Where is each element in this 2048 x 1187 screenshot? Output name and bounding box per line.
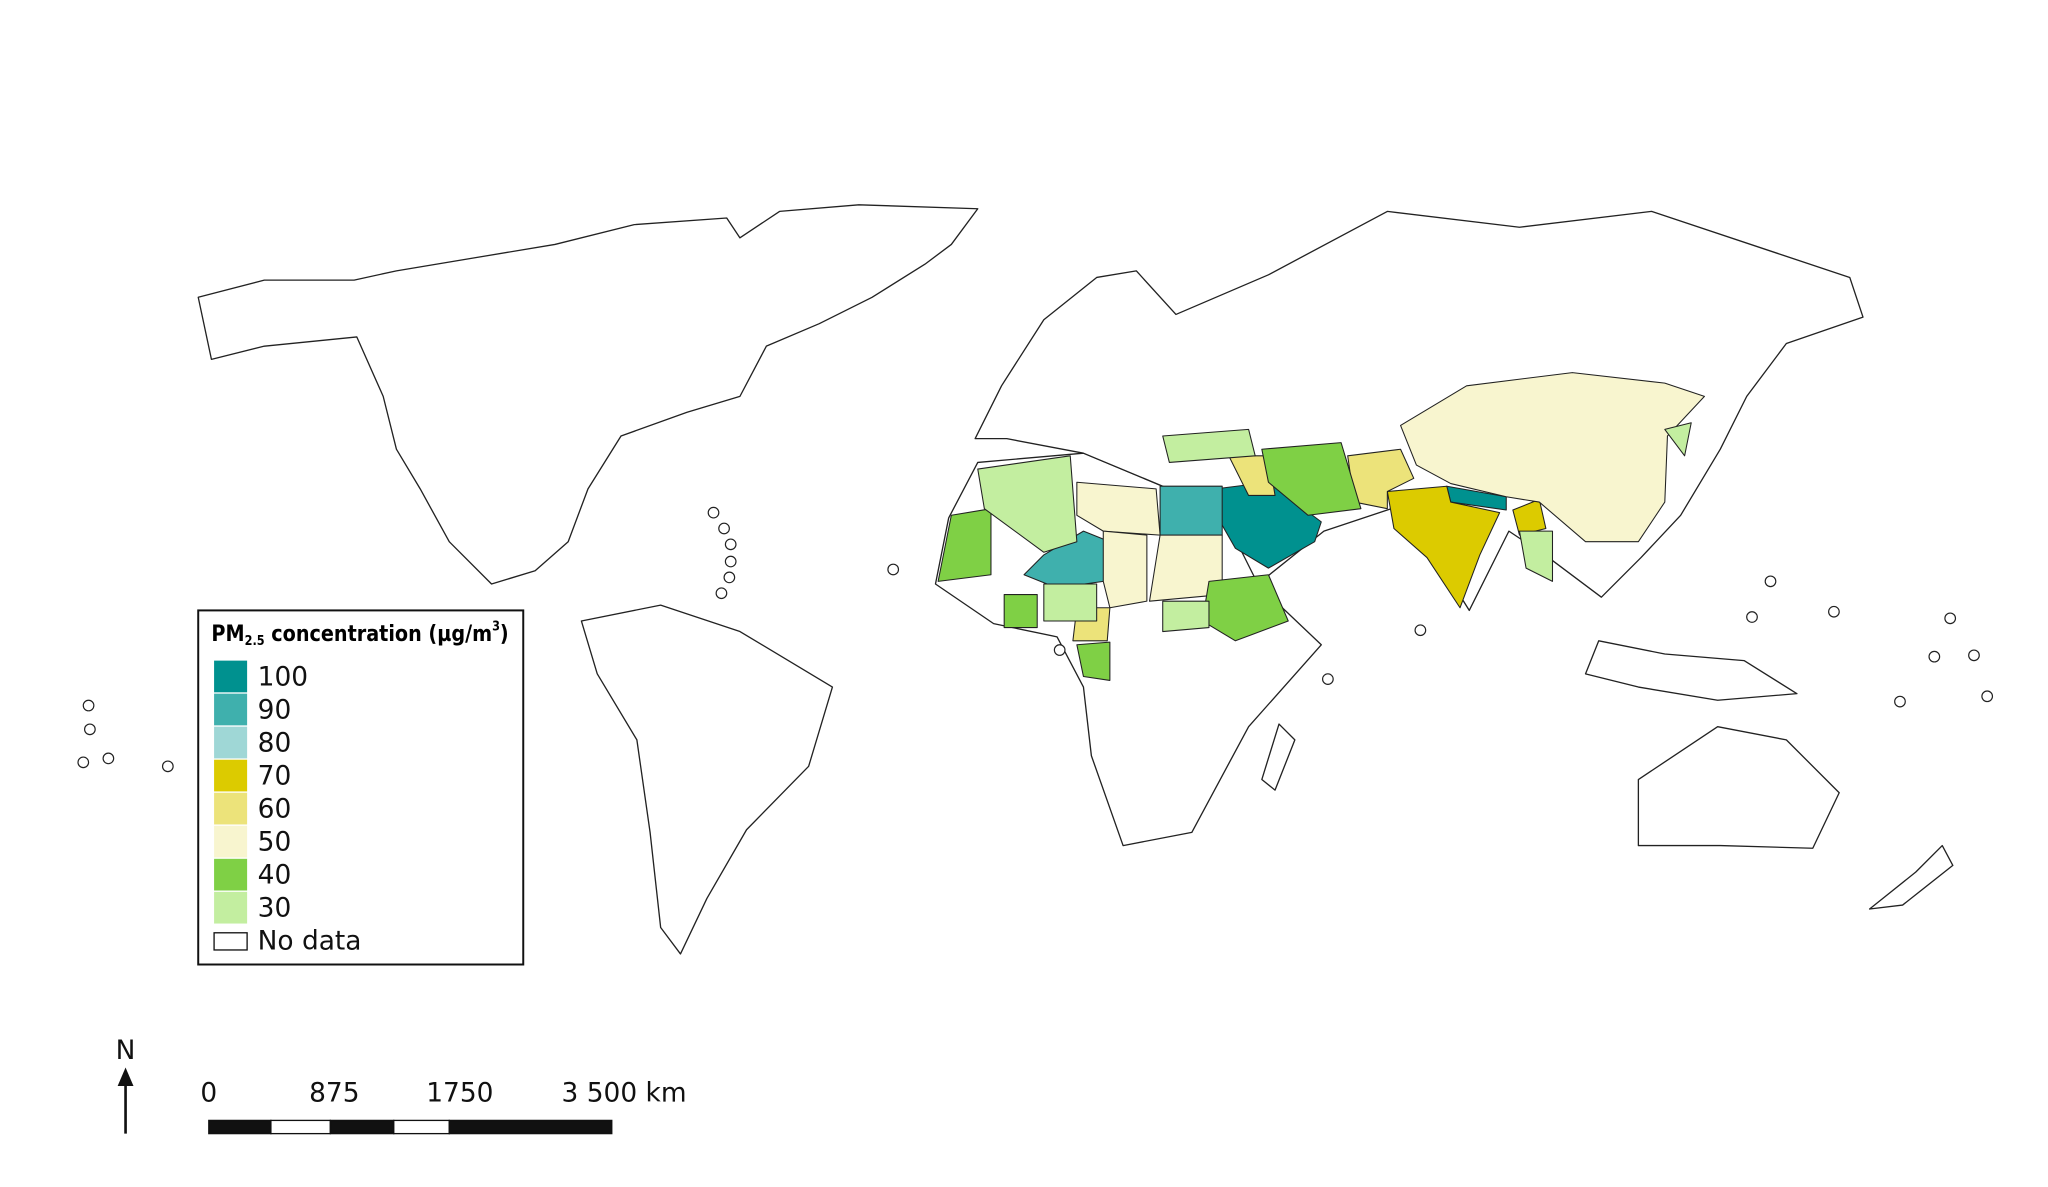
country bbox=[977, 455, 1078, 553]
legend-label: No data bbox=[258, 926, 362, 957]
island bbox=[1322, 673, 1334, 685]
title-part: PM bbox=[211, 621, 244, 647]
island bbox=[724, 555, 737, 568]
legend-swatch bbox=[214, 726, 248, 759]
scale-segment bbox=[270, 1119, 332, 1135]
island bbox=[1981, 690, 1994, 703]
country bbox=[1162, 428, 1256, 463]
country bbox=[1400, 372, 1705, 543]
arrow-head bbox=[117, 1067, 134, 1087]
legend-label: 70 bbox=[258, 760, 292, 791]
island bbox=[161, 760, 174, 773]
basemap bbox=[77, 204, 1994, 955]
scale-bar: 0 875 1750 3 500 km bbox=[200, 1077, 687, 1135]
country-fills bbox=[937, 372, 1705, 681]
country bbox=[1102, 530, 1148, 609]
legend-swatch bbox=[214, 792, 248, 825]
country bbox=[1261, 442, 1362, 516]
legend-label: 50 bbox=[258, 826, 292, 857]
scale-label: 3 500 km bbox=[562, 1077, 687, 1108]
north-america bbox=[197, 204, 979, 585]
legend-swatch bbox=[214, 759, 248, 792]
country bbox=[1386, 485, 1501, 609]
country bbox=[1162, 600, 1210, 633]
north-label: N bbox=[116, 1035, 136, 1066]
island bbox=[1944, 612, 1957, 625]
island bbox=[707, 506, 720, 519]
island bbox=[887, 563, 900, 576]
island bbox=[1828, 605, 1840, 618]
legend-label: 60 bbox=[258, 793, 292, 824]
title-part: concentration (µg/m bbox=[265, 621, 492, 647]
island bbox=[1414, 624, 1427, 637]
legend-swatch bbox=[214, 891, 248, 924]
title-superscript: 3 bbox=[492, 619, 500, 634]
legend-title: PM2.5 concentration (µg/m3) bbox=[211, 619, 508, 649]
legend-box bbox=[197, 609, 525, 966]
small-islands bbox=[77, 506, 1994, 773]
island bbox=[102, 752, 115, 765]
legend: PM2.5 concentration (µg/m3) No data 1009… bbox=[197, 609, 525, 966]
madagascar bbox=[1261, 723, 1296, 791]
country bbox=[1003, 594, 1038, 629]
australia bbox=[1637, 726, 1840, 849]
scale-segment bbox=[448, 1119, 613, 1135]
island bbox=[77, 756, 90, 769]
legend-label: 30 bbox=[258, 893, 292, 924]
scale-segment bbox=[208, 1119, 272, 1135]
legend-swatch bbox=[214, 825, 248, 858]
scale-segment bbox=[329, 1119, 395, 1135]
legend-swatch bbox=[214, 693, 248, 726]
island bbox=[1928, 650, 1941, 663]
legend-label: 40 bbox=[258, 859, 292, 890]
country bbox=[1512, 498, 1547, 536]
legend-label: 80 bbox=[258, 727, 292, 758]
south-america bbox=[580, 604, 834, 955]
title-part: ) bbox=[500, 621, 509, 647]
legend-swatch bbox=[214, 858, 248, 891]
country bbox=[1664, 422, 1692, 457]
scale-segment bbox=[393, 1119, 450, 1135]
island bbox=[718, 522, 730, 535]
scale-label: 1750 bbox=[426, 1077, 493, 1108]
island bbox=[724, 538, 737, 551]
island bbox=[1746, 611, 1758, 623]
legend-swatch bbox=[214, 660, 248, 693]
legend-label: 90 bbox=[258, 694, 292, 725]
country bbox=[937, 508, 992, 582]
country bbox=[1518, 530, 1554, 582]
island bbox=[715, 587, 728, 600]
new-zealand bbox=[1868, 844, 1954, 910]
scale-label: 875 bbox=[309, 1077, 359, 1108]
island bbox=[1968, 649, 1980, 662]
island bbox=[1894, 695, 1906, 708]
country bbox=[1043, 583, 1098, 622]
north-arrow: N bbox=[116, 1035, 136, 1134]
island bbox=[1053, 644, 1066, 656]
country bbox=[1076, 641, 1111, 681]
legend-label: 100 bbox=[258, 661, 308, 692]
island bbox=[84, 723, 96, 736]
island bbox=[82, 699, 95, 712]
country bbox=[1159, 485, 1223, 536]
island bbox=[1764, 575, 1777, 588]
island bbox=[723, 571, 736, 584]
scale-label: 0 bbox=[200, 1077, 217, 1108]
no-data-swatch bbox=[213, 932, 248, 951]
title-subscript: 2.5 bbox=[245, 634, 265, 649]
country bbox=[1076, 481, 1161, 536]
indonesia bbox=[1584, 640, 1798, 701]
